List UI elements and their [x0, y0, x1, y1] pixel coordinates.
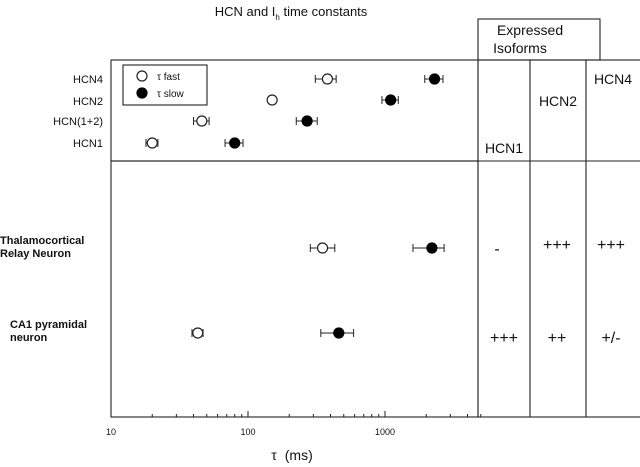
legend-label-slow: τ slow	[157, 89, 185, 100]
thalamocortical-fast-point	[316, 242, 329, 254]
iso-thal-hcn4: +++	[597, 237, 625, 254]
x-tick-label-1000: 1000	[375, 427, 395, 437]
isoform-col-hcn2: HCN2	[539, 93, 577, 109]
hcn1-slow-point	[229, 137, 241, 149]
hcn4-fast-point	[321, 73, 334, 85]
x-axis-label-symbol: τ	[271, 447, 277, 463]
data-marks	[145, 73, 445, 339]
neuron-panel-frame	[110, 160, 479, 418]
row-label-ca1: CA1 pyramidal neuron	[10, 319, 90, 344]
ca1-slow-point	[333, 327, 345, 339]
iso-thal-hcn2: +++	[543, 237, 571, 254]
row-label-thalamocortical: Thalamocortical Relay Neuron	[0, 235, 87, 260]
row-label-hcn2: HCN2	[73, 96, 103, 108]
isoform-table-frame	[477, 59, 640, 418]
row-label-ca1-line-2: neuron	[10, 332, 48, 344]
thalamocortical-slow-point	[426, 242, 438, 254]
row-label-ca1-line-1: CA1 pyramidal	[10, 319, 87, 331]
title-main: HCN and I	[215, 4, 276, 19]
row-label-hcn12: HCN(1+2)	[53, 116, 103, 128]
chart-title: HCN and Ih time constants	[215, 4, 368, 22]
ca1-fast-point	[192, 327, 204, 339]
legend-box	[122, 64, 208, 106]
row-label-hcn4: HCN4	[73, 74, 103, 86]
x-axis-ticks	[110, 411, 482, 417]
hcn1-fast-point	[146, 137, 158, 149]
hcn12-fast-point	[196, 115, 208, 127]
hcn4-slow-point	[428, 73, 441, 85]
iso-thal-hcn1: -	[494, 241, 499, 258]
hcn2-slow-point	[385, 94, 397, 106]
legend-marker-fast	[136, 70, 148, 82]
isoform-header-line-2: Isoforms	[493, 40, 547, 56]
x-axis-tick-labels: 10 100 1000	[106, 427, 395, 437]
isoform-header: Expressed Isoforms	[493, 22, 567, 56]
iso-ca1-hcn1: +++	[490, 330, 518, 347]
isoform-col-hcn1: HCN1	[485, 140, 523, 156]
row-label-hcn1: HCN1	[73, 138, 103, 150]
x-axis-label-unit: (ms)	[285, 447, 313, 463]
iso-ca1-hcn4: +/-	[601, 330, 620, 347]
row-label-thalamocortical-line-2: Relay Neuron	[0, 248, 71, 260]
title-subscript: h	[275, 13, 279, 22]
legend-marker-slow	[136, 87, 148, 99]
isoform-header-line-1: Expressed	[497, 22, 563, 38]
hcn2-fast-point	[266, 94, 278, 106]
title-suffix: time constants	[280, 4, 368, 19]
x-tick-label-100: 100	[240, 427, 255, 437]
legend-label-fast: τ fast	[157, 72, 180, 83]
row-label-thalamocortical-line-1: Thalamocortical	[0, 235, 84, 247]
hcn12-slow-point	[301, 115, 313, 127]
x-tick-label-10: 10	[106, 427, 116, 437]
iso-ca1-hcn2: ++	[548, 330, 567, 347]
x-axis-label: τ (ms)	[271, 447, 313, 463]
isoform-col-hcn4: HCN4	[594, 71, 632, 87]
